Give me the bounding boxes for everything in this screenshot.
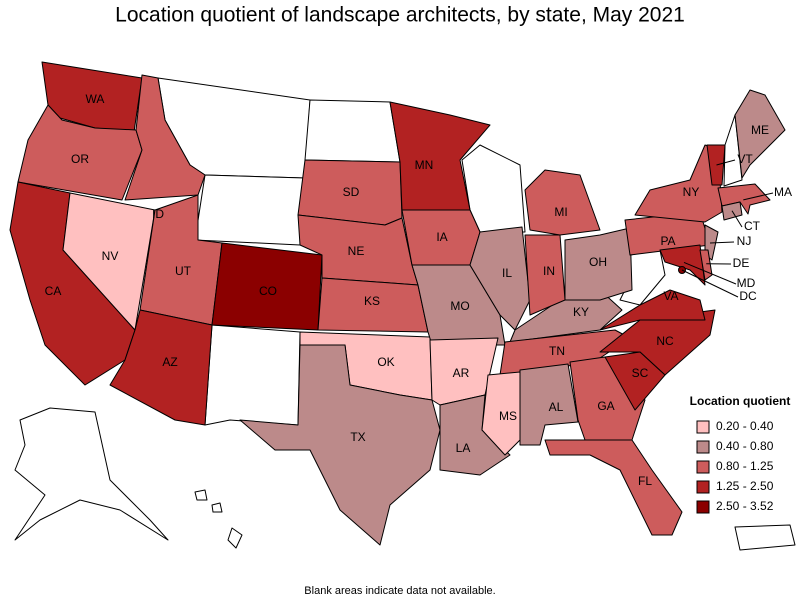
state-label: MN xyxy=(415,158,434,172)
state-label: CA xyxy=(45,284,62,298)
legend-label: 1.25 - 2.50 xyxy=(716,479,774,493)
legend-label: 2.50 - 3.52 xyxy=(716,499,774,513)
state-label: ME xyxy=(751,123,769,137)
state xyxy=(524,169,601,236)
state xyxy=(544,439,683,536)
note: Blank areas indicate data not available. xyxy=(304,585,495,597)
state xyxy=(564,227,633,301)
legend-title: Location quotient xyxy=(690,394,791,408)
title: Location quotient of landscape architect… xyxy=(115,4,685,27)
state-label: GA xyxy=(597,399,614,413)
legend: Location quotient 0.20 - 0.40 0.40 - 0.80… xyxy=(690,394,791,514)
leader-line xyxy=(681,269,739,298)
state-label: KS xyxy=(364,294,380,308)
state-label: CO xyxy=(259,284,277,298)
state-blank xyxy=(194,174,306,246)
state xyxy=(734,89,786,179)
leader-line xyxy=(731,210,743,228)
state xyxy=(481,371,521,456)
state-blank xyxy=(723,114,743,187)
state-label: UT xyxy=(175,264,192,278)
alaska xyxy=(14,407,169,541)
state-label: KY xyxy=(573,305,589,319)
leader-line xyxy=(683,261,737,285)
legend-swatch xyxy=(696,420,710,434)
state-label: NY xyxy=(683,185,700,199)
state-label: AZ xyxy=(162,355,177,369)
state xyxy=(109,309,213,426)
state xyxy=(599,289,706,331)
state-label: MA xyxy=(774,185,792,199)
state-blank xyxy=(204,324,301,426)
state-label: WA xyxy=(86,92,105,106)
state-label: ID xyxy=(152,207,164,221)
state-label: CT xyxy=(744,219,761,233)
legend-label: 0.40 - 0.80 xyxy=(716,439,774,453)
legend-swatch xyxy=(696,440,710,454)
state-label: TX xyxy=(350,430,365,444)
legend-swatch xyxy=(696,500,710,514)
states: WA OR CA NV ID UT AZ CO SD NE KS OK TX MN IA MO AR LA IL KY… xyxy=(9,61,792,546)
leader-line xyxy=(716,159,736,166)
state-label: TN xyxy=(549,344,565,358)
state-label: MS xyxy=(499,409,517,423)
state-label: VA xyxy=(663,289,678,303)
hawaii xyxy=(194,489,208,501)
state xyxy=(604,351,666,411)
state-label: SD xyxy=(343,185,360,199)
legend-swatch xyxy=(696,480,710,494)
state-label: AL xyxy=(549,400,564,414)
legend-swatch xyxy=(696,460,710,474)
puerto-rico xyxy=(734,524,796,551)
state-label: LA xyxy=(456,441,471,455)
state-label: VT xyxy=(737,152,753,166)
state-label: OK xyxy=(377,355,394,369)
state-label: PA xyxy=(660,234,675,248)
state xyxy=(519,363,579,446)
state-label: NE xyxy=(348,244,365,258)
legend-label: 0.80 - 1.25 xyxy=(716,459,774,473)
legend-label: 0.20 - 0.40 xyxy=(716,419,774,433)
hawaii xyxy=(211,502,223,513)
state xyxy=(124,74,206,201)
leader-line xyxy=(743,192,774,201)
state-label: NC xyxy=(656,334,674,348)
state-label: FL xyxy=(638,474,652,488)
state-label: IL xyxy=(502,266,512,280)
state-label: DE xyxy=(733,256,750,270)
state-label: OR xyxy=(71,152,89,166)
state-blank xyxy=(304,99,401,163)
hawaii xyxy=(227,527,243,549)
state-label: NV xyxy=(102,249,119,263)
state-label: DC xyxy=(739,289,757,303)
state-label: AR xyxy=(453,366,470,380)
state-label: IN xyxy=(543,264,555,278)
state xyxy=(239,344,441,546)
state xyxy=(659,244,706,286)
leader-line xyxy=(709,241,735,244)
state-label: MI xyxy=(554,205,567,219)
state xyxy=(389,101,491,211)
state-label: SC xyxy=(632,366,649,380)
state-label: MO xyxy=(450,299,469,313)
state xyxy=(439,394,511,476)
state-label: IA xyxy=(436,230,447,244)
state xyxy=(706,144,726,186)
state-label: OH xyxy=(589,255,607,269)
state-label: NJ xyxy=(737,234,752,248)
state-label: MD xyxy=(737,276,756,290)
